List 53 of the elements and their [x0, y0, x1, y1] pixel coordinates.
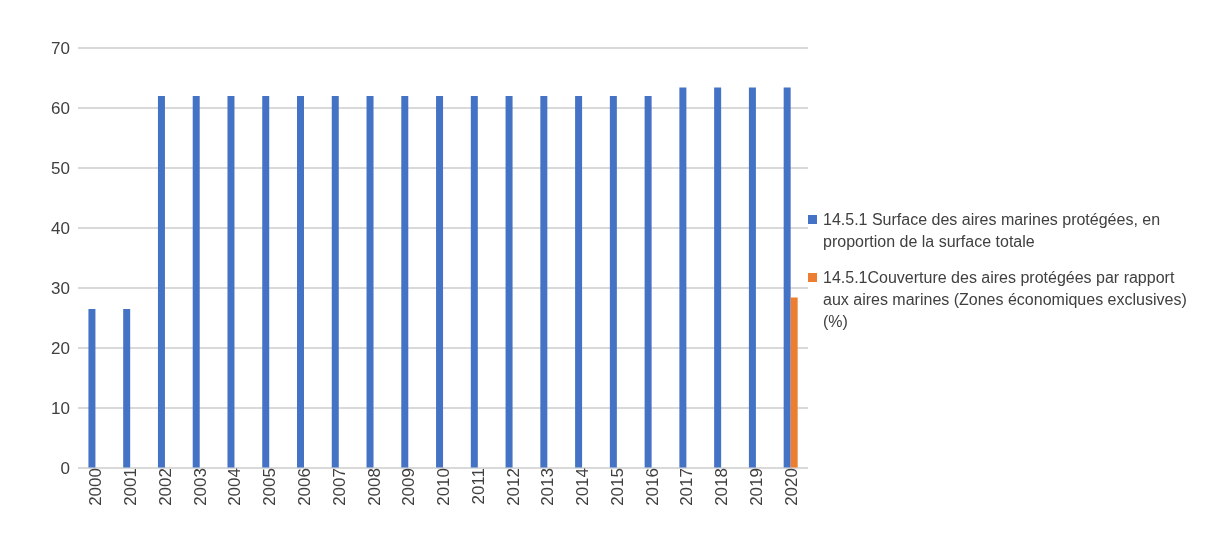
bar: [401, 96, 409, 468]
y-tick-label: 60: [51, 99, 70, 119]
bar: [714, 87, 722, 468]
x-tick-label: 2005: [260, 468, 280, 506]
bar: [262, 96, 270, 468]
x-tick-label: 2013: [538, 468, 558, 506]
bar: [436, 96, 444, 468]
x-tick-label: 2009: [399, 468, 419, 506]
y-tick-label: 0: [60, 459, 70, 479]
bar: [88, 309, 96, 468]
x-tick-label: 2002: [155, 468, 175, 506]
y-tick-label: 40: [51, 219, 70, 239]
x-tick-label: 2018: [712, 468, 732, 506]
bar: [192, 96, 200, 468]
x-tick-label: 2008: [364, 468, 384, 506]
x-tick-label: 2014: [573, 468, 593, 506]
bar: [297, 96, 304, 468]
y-tick-label: 30: [51, 279, 70, 299]
y-tick-label: 70: [51, 39, 70, 59]
bar: [123, 309, 131, 468]
legend-label: 14.5.1 Surface des aires marines protégées, en proportion de la surface totale: [823, 210, 1162, 252]
y-tick-label: 50: [51, 159, 70, 179]
bar: [644, 96, 652, 468]
x-tick-label: 2012: [503, 468, 523, 506]
y-tick-label: 20: [51, 339, 70, 359]
bar: [790, 297, 798, 468]
x-tick-label: 2017: [677, 468, 697, 506]
bar: [783, 87, 791, 468]
x-tick-label: 2019: [746, 468, 766, 506]
x-tick-label: 2015: [607, 468, 627, 506]
x-tick-label: 2010: [434, 468, 454, 506]
bar: [470, 96, 478, 468]
x-tick-label: 2003: [190, 468, 210, 506]
legend-label: 14.5.1Couverture des aires protégées par rapport aux aires marines (Zones économiques exclusives) (%): [823, 268, 1188, 332]
y-tick-label: 10: [51, 399, 70, 419]
bar: [748, 87, 756, 468]
x-tick-label: 2016: [642, 468, 662, 506]
x-tick-label: 2011: [468, 468, 488, 505]
x-tick-label: 2020: [781, 468, 801, 506]
bar: [331, 96, 339, 468]
bar: [505, 96, 513, 468]
x-tick-label: 2000: [86, 468, 106, 506]
bar: [540, 96, 548, 468]
x-tick-label: 2004: [225, 468, 245, 506]
x-tick-label: 2007: [329, 468, 349, 506]
x-tick-label: 2006: [295, 468, 315, 506]
bar: [679, 87, 687, 468]
bar: [157, 96, 165, 468]
bar: [227, 96, 235, 468]
bar: [366, 96, 374, 468]
bar: [575, 96, 583, 468]
x-tick-label: 2001: [121, 468, 141, 506]
bar: [609, 96, 617, 468]
